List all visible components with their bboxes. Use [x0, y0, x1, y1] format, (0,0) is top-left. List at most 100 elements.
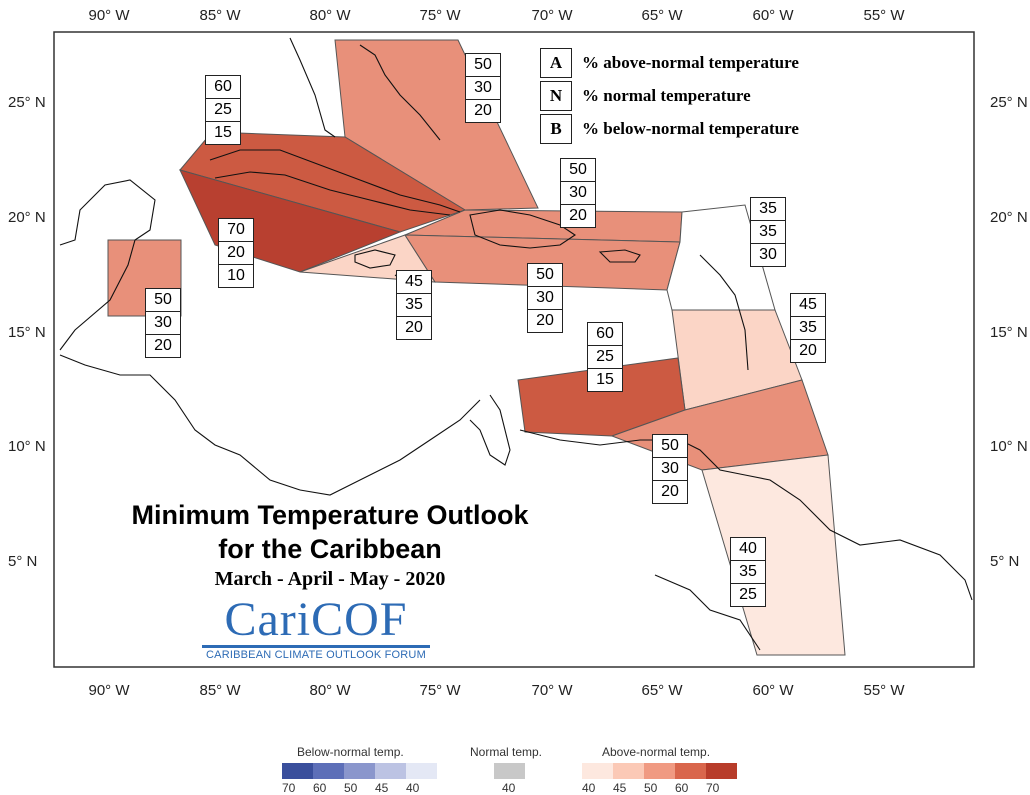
map-title-block: Minimum Temperature Outlook for the Cari…	[60, 498, 600, 591]
lon-label-bottom-7: 55° W	[863, 682, 905, 699]
key-text-normal: % normal temperature	[582, 85, 751, 105]
map-title: Minimum Temperature Outlook	[131, 500, 529, 530]
prob-normal: 30	[146, 312, 180, 335]
key-text-above: % above-normal temperature	[582, 52, 799, 72]
lat-label-right-4: 5° N	[990, 553, 1019, 570]
prob-normal: 30	[528, 287, 562, 310]
below-swatch-1	[313, 763, 344, 779]
prob-normal: 30	[466, 77, 500, 100]
key-text-below: % below-normal temperature	[582, 118, 799, 138]
above-tick-2: 50	[644, 781, 658, 795]
above-swatch-4	[706, 763, 737, 779]
prob-above: 60	[588, 323, 622, 346]
lon-label-bottom-1: 85° W	[199, 682, 241, 699]
prob-above: 50	[528, 264, 562, 287]
prob-box-windward: 45 35 20	[790, 293, 826, 363]
key-row-normal: N % normal temperature	[540, 79, 799, 112]
logo-rule	[202, 645, 430, 648]
prob-normal: 25	[588, 346, 622, 369]
lon-label-top-4: 70° W	[531, 7, 573, 24]
above-swatch-2	[644, 763, 675, 779]
prob-normal: 35	[751, 221, 785, 244]
above-tick-0: 40	[582, 781, 596, 795]
lat-label-left-3: 10° N	[8, 438, 46, 455]
prob-below: 20	[661, 483, 679, 500]
lon-label-top-5: 65° W	[641, 7, 683, 24]
lat-label-left-1: 20° N	[8, 209, 46, 226]
prob-below: 15	[596, 371, 614, 388]
logo-subtext: CARIBBEAN CLIMATE OUTLOOK FORUM	[206, 649, 426, 661]
prob-above: 50	[466, 54, 500, 77]
lon-label-bottom-3: 75° W	[419, 682, 461, 699]
prob-below: 30	[759, 246, 777, 263]
prob-box-abc-islands: 60 25 15	[587, 322, 623, 392]
prob-below: 20	[536, 312, 554, 329]
prob-above: 70	[219, 219, 253, 242]
lon-label-bottom-4: 70° W	[531, 682, 573, 699]
above-tick-3: 60	[675, 781, 689, 795]
logo-wordmark: CariCOF	[224, 593, 408, 646]
probability-key: A % above-normal temperature N % normal …	[540, 46, 799, 145]
prob-box-leeward: 35 35 30	[750, 197, 786, 267]
scale-title-below: Below-normal temp.	[297, 745, 404, 759]
map-title-line2: for the Caribbean	[218, 534, 442, 564]
prob-above: 50	[653, 435, 687, 458]
prob-below: 20	[799, 342, 817, 359]
prob-above: 40	[731, 538, 765, 561]
lon-label-bottom-5: 65° W	[641, 682, 683, 699]
key-letter-b: B	[540, 113, 572, 144]
lat-label-right-2: 15° N	[990, 324, 1028, 341]
lat-label-right-0: 25° N	[990, 94, 1028, 111]
lon-label-bottom-6: 60° W	[752, 682, 794, 699]
coastlines	[59, 37, 973, 651]
prob-below: 20	[154, 337, 172, 354]
prob-above: 50	[561, 159, 595, 182]
lat-label-right-3: 10° N	[990, 438, 1028, 455]
above-swatch-1	[613, 763, 644, 779]
above-tick-4: 70	[706, 781, 720, 795]
normal-swatch	[494, 763, 525, 779]
above-swatch-3	[675, 763, 706, 779]
lon-label-top-6: 60° W	[752, 7, 794, 24]
prob-above: 45	[397, 271, 431, 294]
below-swatch-0	[282, 763, 313, 779]
prob-normal: 30	[653, 458, 687, 481]
below-tick-0: 70	[282, 781, 296, 795]
prob-below: 20	[474, 102, 492, 119]
normal-tick-0: 40	[502, 781, 516, 795]
lat-label-right-1: 20° N	[990, 209, 1028, 226]
prob-normal: 20	[219, 242, 253, 265]
lon-label-bottom-2: 80° W	[309, 682, 351, 699]
prob-box-jamaica: 45 35 20	[396, 270, 432, 340]
prob-box-cayman: 70 20 10	[218, 218, 254, 288]
caricof-logo: CariCOF CARIBBEAN CLIMATE OUTLOOK FORUM	[200, 596, 432, 661]
prob-box-guianas: 40 35 25	[730, 537, 766, 607]
prob-above: 50	[146, 289, 180, 312]
map-subtitle: March - April - May - 2020	[214, 568, 446, 590]
lat-label-left-2: 15° N	[8, 324, 46, 341]
prob-below: 20	[405, 319, 423, 336]
prob-box-bahamas: 50 30 20	[465, 53, 501, 123]
scale-title-normal: Normal temp.	[470, 745, 543, 759]
prob-normal: 25	[206, 99, 240, 122]
below-swatch-2	[344, 763, 375, 779]
lon-label-top-7: 55° W	[863, 7, 905, 24]
above-tick-1: 45	[613, 781, 627, 795]
key-row-below: B % below-normal temperature	[540, 112, 799, 145]
lat-label-left-4: 5° N	[8, 553, 37, 570]
prob-below: 10	[227, 267, 245, 284]
key-letter-n: N	[540, 80, 572, 111]
prob-normal: 30	[561, 182, 595, 205]
scale-title-above: Above-normal temp.	[602, 745, 711, 759]
prob-box-hispaniola-south: 50 30 20	[527, 263, 563, 333]
lat-label-left-0: 25° N	[8, 94, 46, 111]
prob-above: 35	[751, 198, 785, 221]
below-swatch-4	[406, 763, 437, 779]
below-swatch-3	[375, 763, 406, 779]
lon-label-top-3: 75° W	[419, 7, 461, 24]
prob-box-hispaniola-pr: 50 30 20	[560, 158, 596, 228]
prob-box-trinidad: 50 30 20	[652, 434, 688, 504]
prob-normal: 35	[791, 317, 825, 340]
prob-box-belize: 50 30 20	[145, 288, 181, 358]
